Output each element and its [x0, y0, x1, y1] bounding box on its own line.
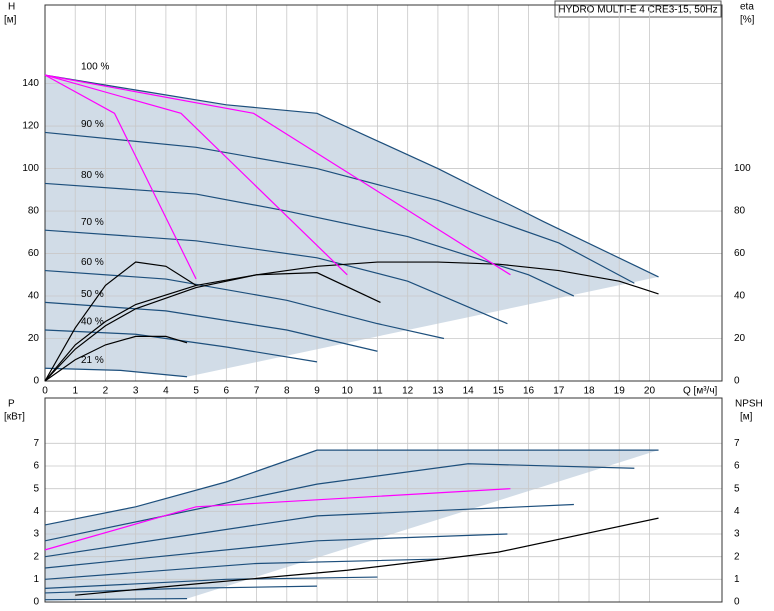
- y2-tick-label: 6: [734, 461, 740, 472]
- y-tick-label: 6: [33, 461, 39, 472]
- y2-tick-label: 100: [734, 163, 751, 174]
- y2-unit: [м]: [740, 412, 753, 423]
- curve: [44, 367, 188, 378]
- curve: [44, 449, 659, 526]
- curve-label: 100 %: [81, 62, 109, 73]
- operating-area: [45, 75, 659, 377]
- y-unit: [кВт]: [4, 412, 25, 423]
- curve: [44, 261, 197, 382]
- x-tick-label: 20: [644, 386, 656, 397]
- y-tick-label: 1: [33, 574, 39, 585]
- curve: [44, 598, 188, 601]
- y-tick-label: 80: [28, 206, 40, 217]
- operating-area: [45, 450, 659, 600]
- curve-label: 70 %: [81, 217, 104, 228]
- x-tick-label: 5: [193, 386, 199, 397]
- curve: [44, 74, 659, 278]
- x-tick-label: 14: [463, 386, 475, 397]
- curve: [75, 517, 659, 596]
- curve: [44, 74, 511, 276]
- y-tick-label: 0: [33, 376, 39, 387]
- y2-unit: [%]: [740, 15, 755, 26]
- y-tick-label: 120: [22, 121, 39, 132]
- curve-label: 40 %: [81, 317, 104, 328]
- curve-label: 50 %: [81, 289, 104, 300]
- y2-tick-label: 3: [734, 529, 740, 540]
- curve: [44, 576, 378, 589]
- x-tick-label: 13: [432, 386, 444, 397]
- curve: [44, 463, 635, 542]
- y-unit: [м]: [4, 15, 17, 26]
- x-tick-label: 2: [103, 386, 109, 397]
- curve: [44, 261, 659, 382]
- curve: [44, 269, 445, 340]
- curve: [44, 503, 574, 558]
- curve-label: 21 %: [81, 355, 104, 366]
- x-tick-label: 11: [372, 386, 383, 397]
- x-tick-label: 17: [553, 386, 565, 397]
- x-tick-label: 3: [133, 386, 139, 397]
- curve: [44, 131, 635, 284]
- y2-tick-label: 80: [734, 206, 746, 217]
- curve-label: 90 %: [81, 119, 104, 130]
- y-tick-label: 5: [33, 483, 39, 494]
- y-label: H: [8, 2, 15, 13]
- y-label: P: [8, 399, 15, 410]
- y2-tick-label: 0: [734, 597, 740, 608]
- y-tick-label: 7: [33, 438, 39, 449]
- curve: [44, 229, 508, 325]
- x-tick-label: 0: [42, 386, 48, 397]
- x-tick-label: 7: [254, 386, 260, 397]
- x-tick-label: 8: [284, 386, 290, 397]
- curve: [44, 533, 508, 569]
- y2-label: eta: [740, 2, 754, 13]
- y2-tick-label: 4: [734, 506, 740, 517]
- x-tick-label: 4: [163, 386, 169, 397]
- x-tick-label: 6: [224, 386, 230, 397]
- y2-tick-label: 5: [734, 483, 740, 494]
- x-tick-label: 1: [72, 386, 78, 397]
- y2-tick-label: 40: [734, 291, 746, 302]
- x-label: Q [м³/ч]: [683, 386, 718, 397]
- y-tick-label: 2: [33, 551, 39, 562]
- x-tick-label: 18: [583, 386, 595, 397]
- y2-tick-label: 20: [734, 333, 746, 344]
- y2-tick-label: 0: [734, 376, 740, 387]
- x-tick-label: 12: [402, 386, 414, 397]
- x-tick-label: 16: [523, 386, 535, 397]
- x-tick-label: 10: [342, 386, 354, 397]
- curve: [44, 335, 188, 382]
- y-tick-label: 3: [33, 529, 39, 540]
- y-tick-label: 100: [22, 163, 39, 174]
- x-tick-label: 15: [493, 386, 505, 397]
- curve-label: 80 %: [81, 170, 104, 181]
- y2-label: NPSH: [735, 399, 763, 410]
- curve: [44, 301, 378, 352]
- curve: [44, 74, 197, 280]
- y-tick-label: 0: [33, 597, 39, 608]
- y-tick-label: 40: [28, 291, 40, 302]
- plot-frame: [44, 4, 723, 382]
- y-tick-label: 20: [28, 333, 40, 344]
- y-tick-label: 60: [28, 248, 40, 259]
- curve: [44, 558, 444, 580]
- curve: [44, 585, 318, 594]
- y2-tick-label: 60: [734, 248, 746, 259]
- curve: [44, 488, 511, 551]
- x-tick-label: 9: [314, 386, 320, 397]
- curve: [44, 74, 348, 276]
- y2-tick-label: 7: [734, 438, 740, 449]
- curve-label: 60 %: [81, 257, 104, 268]
- curve: [44, 182, 575, 297]
- y-tick-label: 140: [22, 78, 39, 89]
- y2-tick-label: 2: [734, 551, 740, 562]
- chart-title: HYDRO MULTI-E 4 CRE3-15, 50Hz: [558, 5, 717, 16]
- y-tick-label: 4: [33, 506, 39, 517]
- y2-tick-label: 1: [734, 574, 740, 585]
- x-tick-label: 19: [614, 386, 626, 397]
- plot-frame: [44, 397, 723, 603]
- curve: [44, 272, 381, 382]
